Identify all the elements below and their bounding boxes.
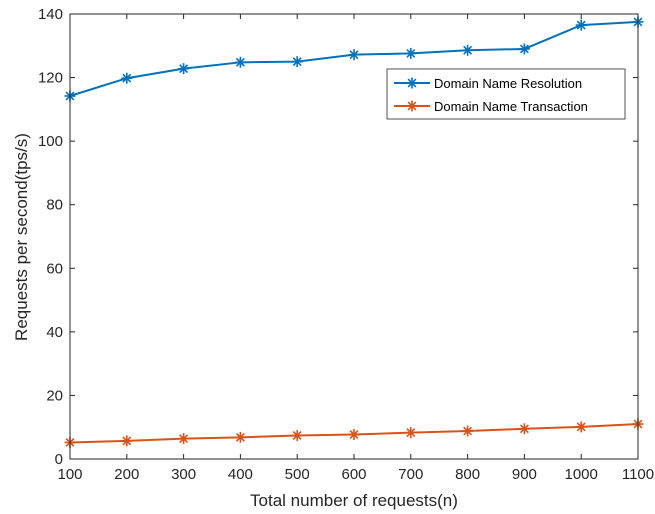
data-point <box>405 427 417 439</box>
data-point <box>121 435 133 447</box>
data-point <box>405 47 417 59</box>
x-tick-label: 1000 <box>565 466 598 483</box>
legend-label-resolution: Domain Name Resolution <box>434 76 582 91</box>
legend-box <box>386 68 626 120</box>
x-tick-label: 300 <box>171 466 196 483</box>
legend: Domain Name Resolution Domain Name Trans… <box>386 68 626 120</box>
y-axis-label: Requests per second(tps/s) <box>12 133 31 341</box>
x-tick-label: 400 <box>228 466 253 483</box>
data-point <box>121 72 133 84</box>
y-tick-label: 20 <box>46 387 63 404</box>
data-point <box>291 429 303 441</box>
y-tick-label: 140 <box>38 6 63 23</box>
data-point <box>462 425 474 437</box>
tick-layer: 100 200 300 400 500 600 700 800 900 1000 1100 0 20 40… <box>38 6 654 483</box>
y-tick-label: 80 <box>46 197 63 214</box>
x-tick-label: 600 <box>341 466 366 483</box>
x-tick-label: 800 <box>455 466 480 483</box>
data-point <box>575 421 587 433</box>
data-point <box>234 56 246 68</box>
data-point <box>178 63 190 75</box>
legend-marker-resolution <box>406 77 418 89</box>
data-point <box>462 44 474 56</box>
y-tick-label: 60 <box>46 260 63 277</box>
data-point <box>518 43 530 55</box>
legend-marker-glyph <box>406 77 418 89</box>
data-point <box>178 433 190 445</box>
x-tick-label: 500 <box>285 466 310 483</box>
y-tick-label: 120 <box>38 70 63 87</box>
series-layer <box>64 16 644 448</box>
legend-entry-resolution: Domain Name Resolution <box>394 76 582 91</box>
x-tick-label: 200 <box>114 466 139 483</box>
x-axis-label: Total number of requests(n) <box>250 491 458 510</box>
x-tick-label: 1100 <box>622 466 654 483</box>
data-point <box>348 49 360 61</box>
data-point <box>575 19 587 31</box>
data-point <box>518 423 530 435</box>
x-tick-label: 100 <box>57 466 82 483</box>
x-tick-label: 700 <box>398 466 423 483</box>
legend-marker-glyph <box>406 100 418 112</box>
legend-marker-transaction <box>406 100 418 112</box>
y-tick-label: 100 <box>38 133 63 150</box>
data-point <box>348 429 360 441</box>
y-tick-label: 0 <box>55 451 63 468</box>
y-tick-label: 40 <box>46 324 63 341</box>
x-tick-label: 900 <box>512 466 537 483</box>
data-point <box>291 56 303 68</box>
legend-label-transaction: Domain Name Transaction <box>434 99 588 114</box>
data-point <box>234 431 246 443</box>
legend-entry-transaction: Domain Name Transaction <box>394 99 588 114</box>
